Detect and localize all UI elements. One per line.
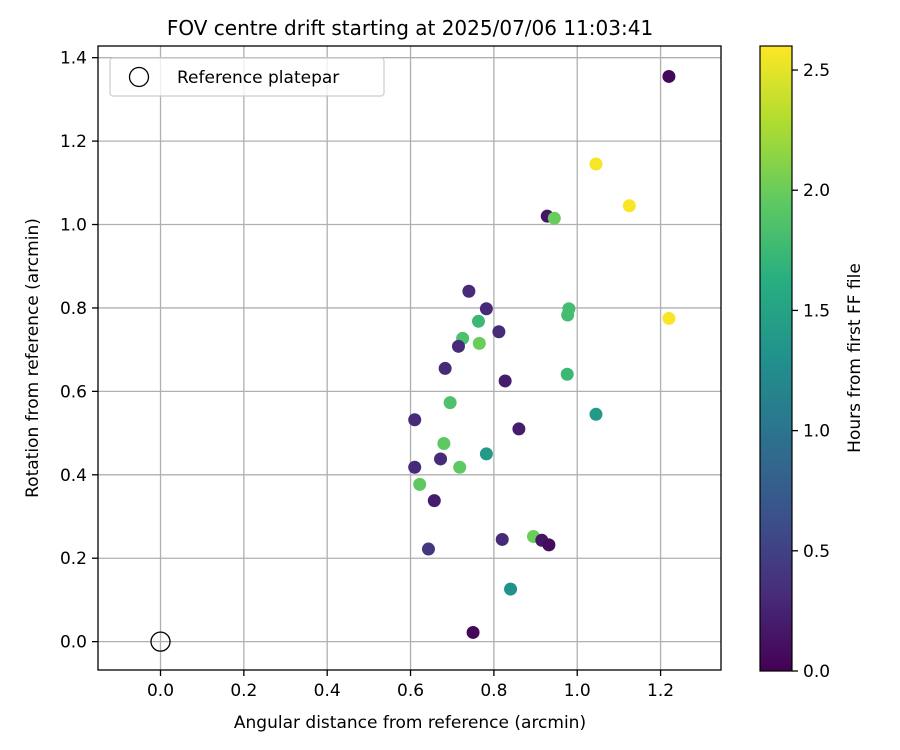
x-tick-label: 0.4 — [314, 681, 341, 701]
data-point — [479, 447, 493, 461]
data-point — [492, 325, 506, 339]
x-axis-label: Angular distance from reference (arcmin) — [234, 713, 586, 733]
data-point — [560, 367, 574, 381]
data-point — [504, 582, 518, 596]
legend-reference-marker — [128, 66, 150, 88]
colorbar-ticks: 0.0 0.5 1.0 1.5 2.0 2.5 — [792, 61, 830, 682]
reference-platepar-marker — [150, 631, 171, 652]
x-tick-label: 0.6 — [397, 681, 424, 701]
data-point — [561, 308, 575, 322]
data-point — [408, 460, 422, 474]
colorbar-tick-label: 0.0 — [803, 662, 830, 682]
x-tick-label: 0.2 — [230, 681, 257, 701]
data-point — [662, 311, 676, 325]
y-tick-label: 0.2 — [60, 549, 87, 569]
data-point — [472, 336, 486, 350]
data-point — [471, 314, 485, 328]
data-point — [437, 437, 451, 451]
x-tick-label: 1.0 — [564, 681, 591, 701]
data-point — [434, 452, 448, 466]
legend-box — [109, 57, 385, 97]
colorbar-tick-label: 2.5 — [803, 61, 830, 81]
y-tick-label: 0.6 — [60, 382, 87, 402]
grid — [98, 46, 721, 670]
data-point — [413, 477, 427, 491]
y-tick-label: 0.8 — [60, 299, 87, 319]
data-points — [408, 69, 676, 639]
colorbar-tick-label: 0.5 — [803, 542, 830, 562]
data-point — [421, 542, 435, 556]
x-axis: 0.0 0.2 0.4 0.6 0.8 1.0 1.2 — [147, 670, 674, 701]
y-axis: 0.0 0.2 0.4 0.6 0.8 1.0 1.2 1.4 — [60, 49, 98, 653]
data-point — [662, 69, 676, 83]
plot-frame — [97, 45, 722, 671]
data-point — [408, 413, 422, 427]
colorbar-tick-label: 1.5 — [803, 301, 830, 321]
legend: Reference platepar — [109, 57, 385, 97]
data-point — [438, 361, 452, 375]
data-point — [589, 407, 603, 421]
y-tick-label: 0.4 — [60, 466, 87, 486]
x-tick-label: 0.8 — [480, 681, 507, 701]
data-point — [427, 494, 441, 508]
x-tick-label: 1.2 — [647, 681, 674, 701]
data-point — [451, 339, 465, 353]
colorbar-tick-label: 1.0 — [803, 422, 830, 442]
data-point — [495, 532, 509, 546]
y-axis-label: Rotation from reference (arcmin) — [23, 218, 43, 498]
colorbar-label: Hours from first FF file — [845, 263, 865, 453]
x-tick-label: 0.0 — [147, 681, 174, 701]
data-point — [547, 211, 561, 225]
colorbar-gradient — [759, 45, 793, 672]
data-point — [542, 538, 556, 552]
y-tick-label: 1.4 — [60, 49, 87, 69]
colorbar: 0.0 0.5 1.0 1.5 2.0 2.5 Hours from first FF f… — [759, 45, 865, 682]
data-point — [512, 422, 526, 436]
data-point — [466, 625, 480, 639]
colorbar-tick-label: 2.0 — [803, 181, 830, 201]
y-tick-label: 0.0 — [60, 633, 87, 653]
y-tick-label: 1.0 — [60, 216, 87, 236]
data-point — [462, 284, 476, 298]
data-point — [622, 199, 636, 213]
data-point — [443, 396, 457, 410]
legend-label: Reference platepar — [177, 68, 339, 88]
data-point — [589, 157, 603, 171]
data-point — [498, 374, 512, 388]
data-point — [453, 460, 467, 474]
y-tick-label: 1.2 — [60, 132, 87, 152]
chart-title: FOV centre drift starting at 2025/07/06 … — [167, 16, 653, 40]
data-point — [479, 302, 493, 316]
reference-marker-group — [150, 631, 171, 652]
